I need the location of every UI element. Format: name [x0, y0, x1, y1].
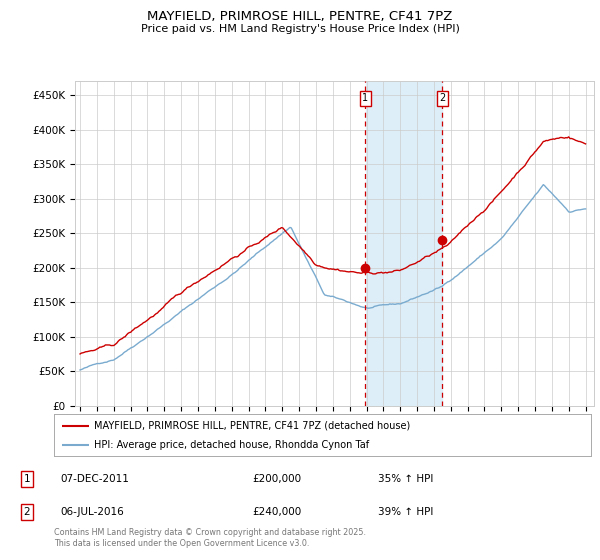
Text: 1: 1 [362, 94, 368, 104]
Text: MAYFIELD, PRIMROSE HILL, PENTRE, CF41 7PZ: MAYFIELD, PRIMROSE HILL, PENTRE, CF41 7P… [148, 10, 452, 22]
Text: Price paid vs. HM Land Registry's House Price Index (HPI): Price paid vs. HM Land Registry's House … [140, 24, 460, 34]
Text: £200,000: £200,000 [252, 474, 301, 484]
Text: Contains HM Land Registry data © Crown copyright and database right 2025.
This d: Contains HM Land Registry data © Crown c… [54, 528, 366, 548]
Text: 07-DEC-2011: 07-DEC-2011 [60, 474, 129, 484]
Text: 06-JUL-2016: 06-JUL-2016 [60, 507, 124, 517]
Text: 2: 2 [23, 507, 31, 517]
Text: 35% ↑ HPI: 35% ↑ HPI [378, 474, 433, 484]
Text: 39% ↑ HPI: 39% ↑ HPI [378, 507, 433, 517]
Text: 1: 1 [23, 474, 31, 484]
Text: MAYFIELD, PRIMROSE HILL, PENTRE, CF41 7PZ (detached house): MAYFIELD, PRIMROSE HILL, PENTRE, CF41 7P… [94, 421, 410, 431]
Text: 2: 2 [439, 94, 445, 104]
Text: HPI: Average price, detached house, Rhondda Cynon Taf: HPI: Average price, detached house, Rhon… [94, 440, 370, 450]
Text: £240,000: £240,000 [252, 507, 301, 517]
